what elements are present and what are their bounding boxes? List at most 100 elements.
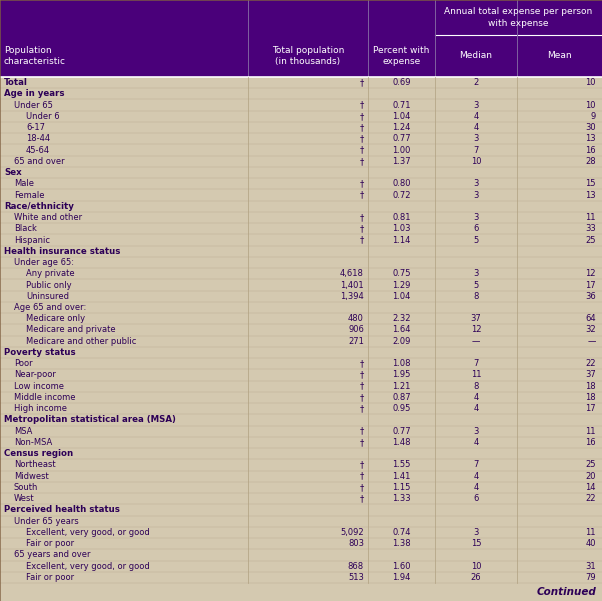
Text: Age in years: Age in years xyxy=(4,90,64,99)
Text: 1.14: 1.14 xyxy=(393,236,411,245)
Text: White and other: White and other xyxy=(14,213,82,222)
Text: 3: 3 xyxy=(473,427,479,436)
Text: 3: 3 xyxy=(473,269,479,278)
Text: 2.09: 2.09 xyxy=(393,337,411,346)
Text: 12: 12 xyxy=(586,269,596,278)
Text: 18: 18 xyxy=(585,382,596,391)
Text: Midwest: Midwest xyxy=(14,472,49,481)
Text: 1.33: 1.33 xyxy=(392,494,411,503)
Text: 0.81: 0.81 xyxy=(393,213,411,222)
Text: 4: 4 xyxy=(473,438,479,447)
Text: 7: 7 xyxy=(473,145,479,154)
Text: 26: 26 xyxy=(471,573,482,582)
Text: Percent with
expense: Percent with expense xyxy=(373,46,430,66)
Text: Male: Male xyxy=(14,179,34,188)
Text: †: † xyxy=(360,427,364,436)
Text: 20: 20 xyxy=(586,472,596,481)
Text: West: West xyxy=(14,494,35,503)
Text: 1.08: 1.08 xyxy=(393,359,411,368)
Text: †: † xyxy=(360,472,364,481)
Text: 1.55: 1.55 xyxy=(393,460,411,469)
Text: Poor: Poor xyxy=(14,359,33,368)
Text: Non-MSA: Non-MSA xyxy=(14,438,52,447)
Text: 0.74: 0.74 xyxy=(393,528,411,537)
Text: †: † xyxy=(360,145,364,154)
Text: 0.95: 0.95 xyxy=(393,404,411,413)
Text: 2: 2 xyxy=(473,78,479,87)
Text: Census region: Census region xyxy=(4,449,73,458)
Text: Near-poor: Near-poor xyxy=(14,370,56,379)
Text: Age 65 and over:: Age 65 and over: xyxy=(14,303,86,312)
Text: †: † xyxy=(360,135,364,144)
Text: Middle income: Middle income xyxy=(14,393,75,402)
Text: 12: 12 xyxy=(471,326,481,335)
Text: Female: Female xyxy=(14,191,45,200)
Text: MSA: MSA xyxy=(14,427,33,436)
Text: 1.60: 1.60 xyxy=(393,561,411,570)
Text: 3: 3 xyxy=(473,191,479,200)
Text: 1,394: 1,394 xyxy=(340,291,364,300)
Text: 40: 40 xyxy=(586,539,596,548)
Text: Excellent, very good, or good: Excellent, very good, or good xyxy=(26,528,150,537)
Text: †: † xyxy=(360,404,364,413)
Text: 18: 18 xyxy=(585,393,596,402)
Text: †: † xyxy=(360,438,364,447)
Text: 11: 11 xyxy=(586,427,596,436)
Text: 65 years and over: 65 years and over xyxy=(14,551,90,560)
Text: Northeast: Northeast xyxy=(14,460,55,469)
Text: 22: 22 xyxy=(586,359,596,368)
Text: 25: 25 xyxy=(586,460,596,469)
Text: 0.77: 0.77 xyxy=(392,135,411,144)
Text: 11: 11 xyxy=(586,213,596,222)
Text: †: † xyxy=(360,494,364,503)
Text: 1.37: 1.37 xyxy=(392,157,411,166)
Text: 30: 30 xyxy=(585,123,596,132)
Text: Metropolitan statistical area (MSA): Metropolitan statistical area (MSA) xyxy=(4,415,176,424)
Text: 1.64: 1.64 xyxy=(393,326,411,335)
Text: †: † xyxy=(360,213,364,222)
Text: 16: 16 xyxy=(585,438,596,447)
Text: 15: 15 xyxy=(586,179,596,188)
Text: 15: 15 xyxy=(471,539,481,548)
Text: 10: 10 xyxy=(586,78,596,87)
Text: 4,618: 4,618 xyxy=(340,269,364,278)
Text: 0.71: 0.71 xyxy=(393,100,411,109)
Text: Medicare only: Medicare only xyxy=(26,314,85,323)
Text: 1.48: 1.48 xyxy=(393,438,411,447)
Text: 25: 25 xyxy=(586,236,596,245)
Text: †: † xyxy=(360,382,364,391)
Text: 5: 5 xyxy=(473,236,479,245)
Text: 4: 4 xyxy=(473,404,479,413)
Text: 10: 10 xyxy=(586,100,596,109)
Text: 22: 22 xyxy=(586,494,596,503)
Text: Race/ethnicity: Race/ethnicity xyxy=(4,202,74,211)
Text: 1.24: 1.24 xyxy=(393,123,411,132)
Text: 3: 3 xyxy=(473,179,479,188)
Text: Medicare and private: Medicare and private xyxy=(26,326,116,335)
Text: Total: Total xyxy=(4,78,28,87)
Text: 4: 4 xyxy=(473,112,479,121)
Text: †: † xyxy=(360,100,364,109)
Text: 9: 9 xyxy=(591,112,596,121)
Text: 18-44: 18-44 xyxy=(26,135,50,144)
Text: 1.04: 1.04 xyxy=(393,112,411,121)
Text: 1.15: 1.15 xyxy=(393,483,411,492)
Text: 513: 513 xyxy=(348,573,364,582)
Text: 37: 37 xyxy=(471,314,482,323)
Text: 6: 6 xyxy=(473,224,479,233)
Text: Medicare and other public: Medicare and other public xyxy=(26,337,137,346)
Text: 37: 37 xyxy=(585,370,596,379)
Text: 11: 11 xyxy=(586,528,596,537)
Text: Under age 65:: Under age 65: xyxy=(14,258,74,267)
Text: 1.00: 1.00 xyxy=(393,145,411,154)
Text: 31: 31 xyxy=(585,561,596,570)
Text: 45-64: 45-64 xyxy=(26,145,50,154)
Text: Continued: Continued xyxy=(536,587,596,597)
Text: †: † xyxy=(360,359,364,368)
Text: 17: 17 xyxy=(585,281,596,290)
Text: 64: 64 xyxy=(585,314,596,323)
Text: High income: High income xyxy=(14,404,67,413)
Text: 13: 13 xyxy=(585,135,596,144)
Text: 6-17: 6-17 xyxy=(26,123,45,132)
Text: †: † xyxy=(360,460,364,469)
